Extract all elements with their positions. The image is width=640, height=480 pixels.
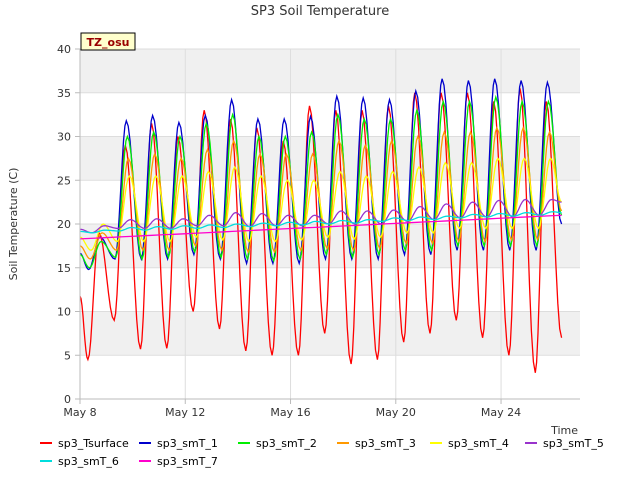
y-tick-label-35: 35 [57,87,71,100]
band-25 [80,136,580,181]
legend: sp3_Tsurface sp3_smT_1 sp3_smT_2 sp3_smT_3 s… [40,437,604,468]
x-tick-label-4: May 12 [165,406,205,419]
legend-label-sp3_smT_5: sp3_smT_5 [543,437,604,450]
x-tick-label-0: May 8 [63,406,96,419]
band-10 [80,267,580,312]
legend-label-sp3_smT_6: sp3_smT_6 [58,455,119,468]
y-tick-label-15: 15 [57,262,71,275]
legend-label-sp3_smT_4: sp3_smT_4 [448,437,509,450]
series-line-sp3_smT_6 [79,211,562,234]
site-badge-label: TZ_osu [87,36,130,49]
legend-label-sp3_Tsurface: sp3_Tsurface [58,437,129,450]
series-lines [79,78,563,373]
series-line-sp3_smT_5 [79,198,562,234]
legend-label-sp3_smT_2: sp3_smT_2 [256,437,317,450]
y-axis-label: Soil Temperature (C) [7,168,20,281]
x-tick-labels: May 8 May 12 May 16 May 20 May 24 [63,399,521,419]
legend-label-sp3_smT_1: sp3_smT_1 [157,437,218,450]
series-line-sp3_Tsurface [79,88,563,373]
y-tick-label-5: 5 [64,349,71,362]
x-axis-label: Time [550,424,578,437]
y-tick-label-20: 20 [57,218,71,231]
y-tick-label-25: 25 [57,174,71,187]
site-badge: TZ_osu [80,32,136,51]
y-tick-label-0: 0 [64,393,71,406]
series-line-sp3_smT_7 [79,214,562,240]
y-tick-labels: 0 5 10 15 20 25 30 35 40 [57,43,80,406]
y-tick-label-30: 30 [57,131,71,144]
legend-label-sp3_smT_3: sp3_smT_3 [355,437,416,450]
y-tick-label-10: 10 [57,306,71,319]
y-tick-label-40: 40 [57,43,71,56]
site-badge-box [80,32,136,51]
x-tick-label-16: May 24 [481,406,521,419]
series-line-sp3_smT_4 [79,157,563,252]
chart-title: SP3 Soil Temperature [251,4,389,19]
legend-label-sp3_smT_7: sp3_smT_7 [157,455,218,468]
band-35 [80,49,580,93]
x-tick-label-12: May 20 [376,406,416,419]
x-tick-label-8: May 16 [270,406,310,419]
band-0 [80,355,580,399]
gridlines [79,48,580,400]
